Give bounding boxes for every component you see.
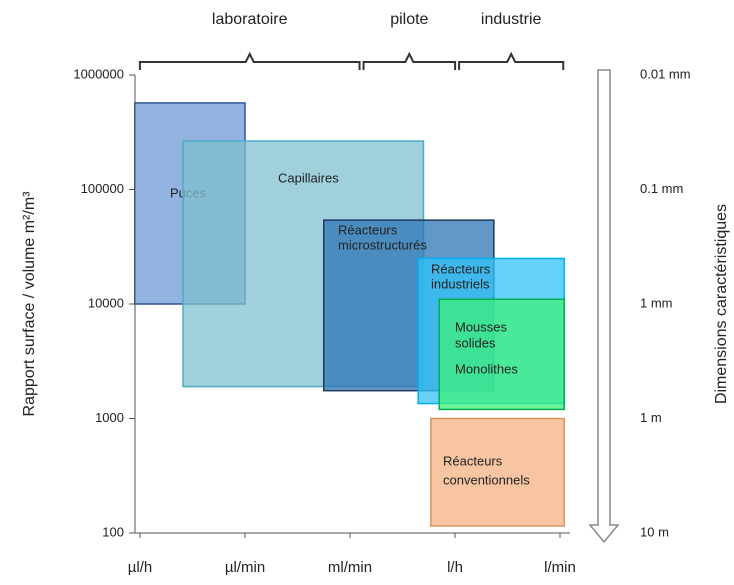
region-label: conventionnels: [443, 472, 530, 487]
region-label: Réacteurs: [431, 261, 491, 276]
region: [438, 298, 565, 411]
x-tick-label: µl/h: [128, 559, 153, 576]
region-label: Monolithes: [455, 361, 518, 376]
y2-axis-label: Dimensions caractéristiques: [713, 204, 730, 404]
region-label: Capillaires: [278, 170, 339, 185]
y2-label: 10 m: [640, 524, 669, 539]
x-tick-label: µl/min: [225, 559, 265, 576]
y-axis-label: Rapport surface / volume m²/m³: [21, 191, 38, 417]
region-label: industriels: [431, 276, 490, 291]
y-tick-label: 1000: [95, 410, 124, 425]
regions: PucesCapillairesRéacteursmicrostructurés…: [134, 102, 565, 527]
down-arrow: [588, 69, 620, 544]
x-tick-label: ml/min: [328, 559, 372, 576]
bracket: [138, 51, 361, 70]
phase-label: laboratoire: [212, 11, 288, 28]
x-tick-label: l/min: [544, 559, 576, 576]
region-label: microstructurés: [338, 237, 427, 252]
y-tick-label: 10000: [88, 295, 124, 310]
region-label: Réacteurs: [338, 222, 398, 237]
bracket: [362, 51, 457, 70]
region-label: Réacteurs: [443, 453, 503, 468]
region: [430, 417, 565, 527]
phase-label: industrie: [481, 11, 542, 28]
y2-label: 1 m: [640, 410, 662, 425]
x-tick-label: l/h: [447, 559, 463, 576]
y2-label: 1 mm: [640, 295, 673, 310]
y-tick-label: 100: [102, 524, 124, 539]
region-label: Mousses: [455, 319, 508, 334]
bracket: [458, 51, 565, 70]
y2-label: 0.1 mm: [640, 181, 683, 196]
y2-label: 0.01 mm: [640, 66, 691, 81]
y-tick-label: 1000000: [73, 66, 124, 81]
y-tick-label: 100000: [81, 181, 124, 196]
phase-label: pilote: [390, 11, 428, 28]
region-label: solides: [455, 335, 496, 350]
